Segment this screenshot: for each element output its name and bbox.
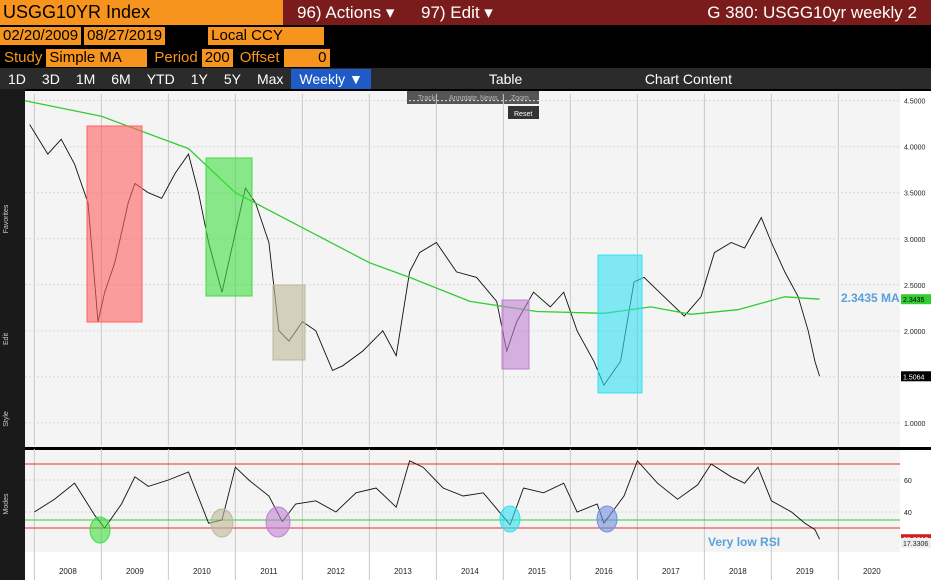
- study-row: Study Simple MA Period 200 Offset 0: [0, 47, 931, 68]
- x-tick-label: 2014: [461, 567, 479, 576]
- tab[interactable]: 1Y: [190, 70, 208, 87]
- mini-tool: Track: [418, 95, 436, 102]
- x-axis-band: [25, 552, 931, 580]
- y-tick-label: 60: [904, 478, 912, 485]
- x-tick-label: 2019: [796, 567, 814, 576]
- x-tick-label: 2018: [729, 567, 747, 576]
- period-label: Period: [154, 49, 198, 66]
- sidebar-label: Edit: [3, 333, 10, 345]
- highlight-box: [597, 254, 643, 394]
- start-date[interactable]: 02/20/2009: [0, 26, 82, 45]
- rsi-annotation: Very low RSI: [708, 535, 780, 549]
- price-axis: [900, 91, 931, 447]
- tab[interactable]: YTD: [146, 70, 175, 87]
- x-tick-label: 2017: [662, 567, 680, 576]
- tab[interactable]: Max: [256, 70, 284, 87]
- sidebar-label: Modes: [3, 493, 10, 515]
- highlight-circle: [265, 506, 291, 538]
- last-value-box: [901, 371, 931, 382]
- page-title: G 380: USGG10yr weekly 2: [707, 2, 917, 22]
- offset[interactable]: 0: [283, 48, 330, 67]
- last-value-label: 2.3435: [903, 297, 925, 304]
- x-tick-label: 2015: [528, 567, 546, 576]
- highlight-box: [86, 125, 143, 323]
- highlight-box: [205, 157, 253, 297]
- security[interactable]: USGG10YR Index: [0, 0, 283, 25]
- y-tick-label: 4.5000: [904, 99, 926, 106]
- period[interactable]: 200: [201, 48, 233, 67]
- table-button[interactable]: Table: [488, 70, 523, 87]
- x-tick-label: 2010: [193, 567, 211, 576]
- highlight-box: [272, 284, 306, 361]
- series-line: [34, 459, 821, 540]
- highlight-circle: [210, 508, 234, 538]
- price-panel: [25, 91, 900, 447]
- y-tick-label: 1.0000: [904, 421, 926, 428]
- sidebar: [0, 89, 25, 580]
- mini-tool: Zoom: [511, 95, 529, 102]
- y-tick-label: 40: [904, 510, 912, 517]
- x-tick-label: 2009: [126, 567, 144, 576]
- y-tick-label: 4.0000: [904, 145, 926, 152]
- mini-tool: Annotate: [449, 95, 477, 102]
- offset-label: Offset: [239, 49, 280, 66]
- study-label: Study: [4, 49, 43, 66]
- date-row: 02/20/2009 08/27/2019 Local CCY: [0, 25, 931, 46]
- currency[interactable]: Local CCY: [208, 26, 325, 45]
- y-tick-label: 2.0000: [904, 329, 926, 336]
- ma-annotation: 2.3435 MA: [841, 291, 900, 305]
- title-bar: USGG10YR Index 96) Actions ▾ 97) Edit ▾ …: [0, 0, 931, 25]
- rsi-panel: [25, 450, 900, 552]
- tab-row: 1D 3D 1M 6M YTD 1Y 5Y Max Weekly ▼ Table Chart Con…: [0, 68, 931, 89]
- tab[interactable]: 1D: [8, 70, 26, 87]
- tab[interactable]: 5Y: [223, 70, 241, 87]
- tab[interactable]: Weekly ▼: [291, 68, 371, 89]
- x-tick-label: 2013: [394, 567, 412, 576]
- last-value-box: [901, 294, 931, 305]
- x-tick-label: 2008: [59, 567, 77, 576]
- other-value-box: [901, 538, 931, 548]
- x-tick-label: 2011: [260, 567, 278, 576]
- x-tick-label: 2020: [863, 567, 881, 576]
- tab[interactable]: 1M: [75, 70, 96, 87]
- x-tick-label: 2016: [595, 567, 613, 576]
- reset-box: [508, 106, 539, 119]
- sidebar-label: Favorites: [3, 204, 10, 233]
- highlight-circle: [499, 505, 521, 533]
- sidebar-label: Style: [3, 411, 10, 427]
- y-tick-label: 3.0000: [904, 237, 926, 244]
- y-tick-label: 3.5000: [904, 191, 926, 198]
- tab[interactable]: 3D: [41, 70, 60, 87]
- other-value-label: 17.3306: [903, 541, 928, 548]
- end-date[interactable]: 08/27/2019: [84, 26, 166, 45]
- series-line: [24, 100, 820, 315]
- y-tick-label: 2.5000: [904, 283, 926, 290]
- mini-tool: News: [480, 95, 498, 102]
- reset-button: Reset: [514, 111, 532, 118]
- edit-menu[interactable]: 97) Edit ▾: [421, 2, 493, 22]
- series-line: [29, 124, 821, 387]
- highlight-box: [501, 299, 530, 370]
- x-tick-label: 2012: [327, 567, 345, 576]
- study[interactable]: Simple MA: [46, 48, 148, 67]
- tab[interactable]: 6M: [111, 70, 131, 87]
- chart: Favorites Edit Style Modes Track Annotate News…: [0, 89, 931, 580]
- highlight-circle: [89, 516, 111, 544]
- highlight-circle: [596, 505, 618, 533]
- chart-content-button[interactable]: Chart Content: [644, 70, 732, 87]
- last-value-label: 1.5064: [903, 374, 925, 381]
- actions-menu[interactable]: 96) Actions ▾: [297, 2, 395, 22]
